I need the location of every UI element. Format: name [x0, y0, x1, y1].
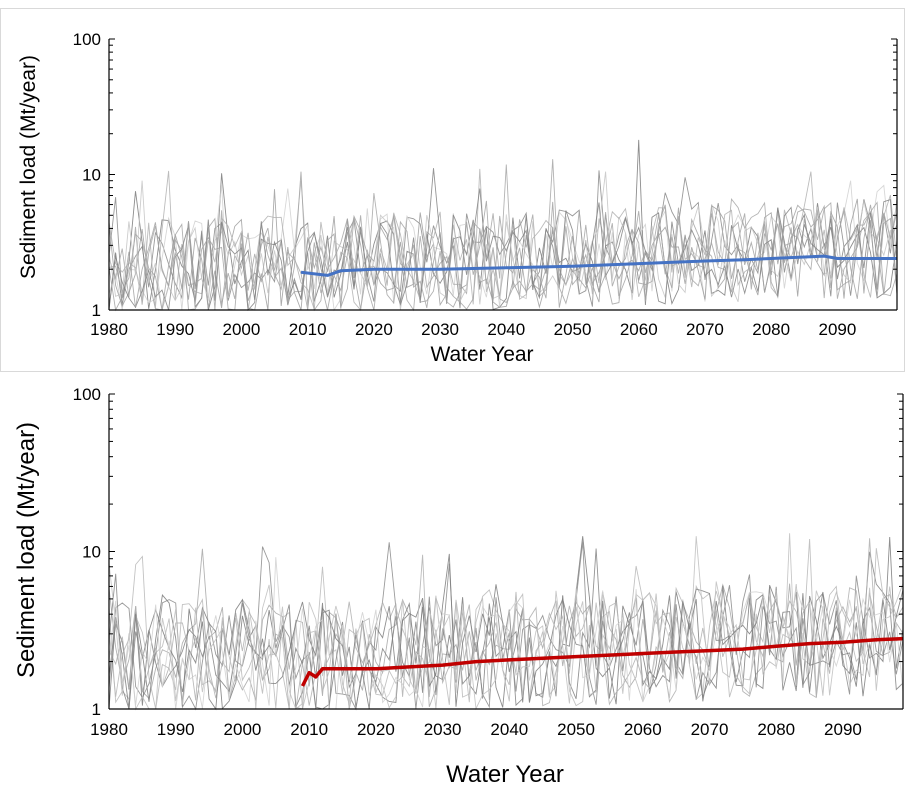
x-tick-label: 1980 [90, 720, 128, 739]
y-tick-label: 1 [92, 700, 101, 719]
ensemble-member-line [108, 566, 904, 710]
x-tick-label: 2070 [691, 720, 729, 739]
ensemble-member-line [108, 171, 898, 312]
x-tick-label: 2030 [421, 320, 459, 339]
x-axis-title: Water Year [430, 343, 533, 366]
ensemble-member-line [108, 553, 904, 711]
ensemble-lines [108, 139, 898, 312]
y-tick-label: 100 [73, 385, 101, 404]
x-tick-label: 2010 [290, 720, 328, 739]
x-tick-label: 2090 [824, 720, 862, 739]
x-tick-label: 2080 [752, 320, 790, 339]
axes: 1 10 100 1980 1990 2000 2010 2020 2030 2040 2050 20… [73, 385, 904, 739]
x-tick-label: 1990 [157, 720, 195, 739]
x-axis-title: Water Year [446, 761, 564, 788]
x-tick-label: 1980 [90, 320, 128, 339]
x-tick-label: 2050 [557, 720, 595, 739]
x-tick-label: 2080 [757, 720, 795, 739]
y-tick-label: 10 [82, 166, 101, 185]
ensemble-member-line [108, 548, 904, 710]
x-tick-label: 2070 [686, 320, 724, 339]
ensemble-member-line [108, 536, 904, 710]
chart-top-svg: 1 10 100 1980 1990 2000 2010 2020 2030 2040 2050 20… [17, 30, 898, 366]
x-tick-label: 1990 [156, 320, 194, 339]
ensemble-member-line [108, 557, 904, 710]
chart-bottom-svg: 1 10 100 1980 1990 2000 2010 2020 2030 2040 2050 20… [13, 385, 904, 788]
x-tick-label: 2020 [357, 720, 395, 739]
mean-series-line [300, 636, 904, 687]
ensemble-member-line [108, 538, 904, 710]
series-group [300, 254, 897, 277]
y-axis-title: Sediment load (Mt/year) [17, 55, 40, 279]
mean-series-line [300, 254, 897, 277]
x-tick-label: 2030 [424, 720, 462, 739]
ensemble-member-line [108, 538, 904, 710]
x-tick-label: 2010 [289, 320, 327, 339]
chart-panel-top: 1 10 100 1980 1990 2000 2010 2020 2030 2040 2050 20… [0, 8, 905, 372]
x-tick-label: 2060 [620, 320, 658, 339]
x-tick-label: 2040 [490, 720, 528, 739]
ensemble-lines [108, 533, 904, 711]
y-tick-label: 1 [92, 301, 101, 320]
ensemble-member-line [108, 171, 898, 311]
x-tick-label: 2090 [818, 320, 856, 339]
ensemble-member-line [108, 159, 898, 312]
ensemble-member-line [108, 168, 898, 312]
y-tick-label: 100 [73, 30, 101, 49]
chart-panel-bottom: 1 10 100 1980 1990 2000 2010 2020 2030 2040 2050 20… [0, 375, 905, 788]
x-tick-label: 2050 [554, 320, 592, 339]
x-tick-label: 2000 [223, 320, 261, 339]
series-group [300, 636, 904, 687]
x-tick-label: 2040 [487, 320, 525, 339]
y-tick-label: 10 [82, 543, 101, 562]
axes: 1 10 100 1980 1990 2000 2010 2020 2030 2040 2050 20… [73, 30, 898, 339]
x-tick-label: 2060 [624, 720, 662, 739]
x-tick-label: 2020 [355, 320, 393, 339]
x-tick-label: 2000 [224, 720, 262, 739]
y-axis-title: Sediment load (Mt/year) [13, 422, 40, 678]
